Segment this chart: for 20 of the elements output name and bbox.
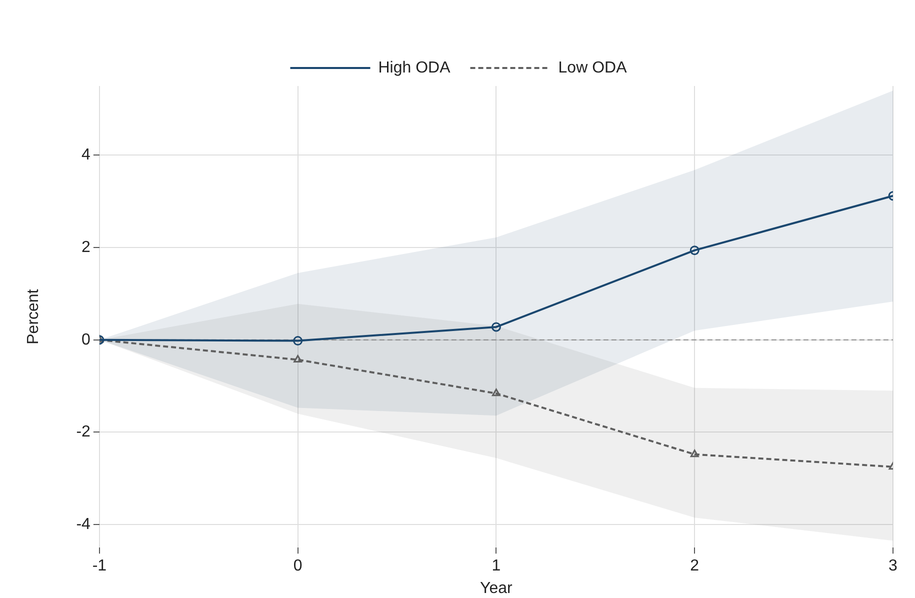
- x-tick-label: 0: [293, 558, 302, 575]
- point: [491, 322, 501, 332]
- point: [690, 246, 700, 256]
- x-tick-label: 3: [888, 558, 898, 575]
- point: [293, 336, 303, 346]
- y-tick-label: 0: [82, 331, 91, 348]
- point: [492, 388, 500, 396]
- y-axis-title: Percent: [25, 288, 42, 344]
- y-tick-label: 2: [82, 238, 91, 256]
- x-axis-title: Year: [480, 580, 514, 597]
- legend-label: High ODA: [378, 59, 451, 76]
- y-tick-label: -4: [76, 516, 91, 533]
- point: [690, 450, 699, 458]
- legend-label: Low ODA: [558, 59, 628, 76]
- y-tick-label: -2: [76, 424, 91, 441]
- x-tick-label: -1: [92, 558, 107, 575]
- x-tick-label: 2: [690, 558, 700, 575]
- y-tick-label: 4: [82, 146, 91, 164]
- point: [294, 354, 302, 362]
- x-tick-label: 1: [492, 558, 501, 575]
